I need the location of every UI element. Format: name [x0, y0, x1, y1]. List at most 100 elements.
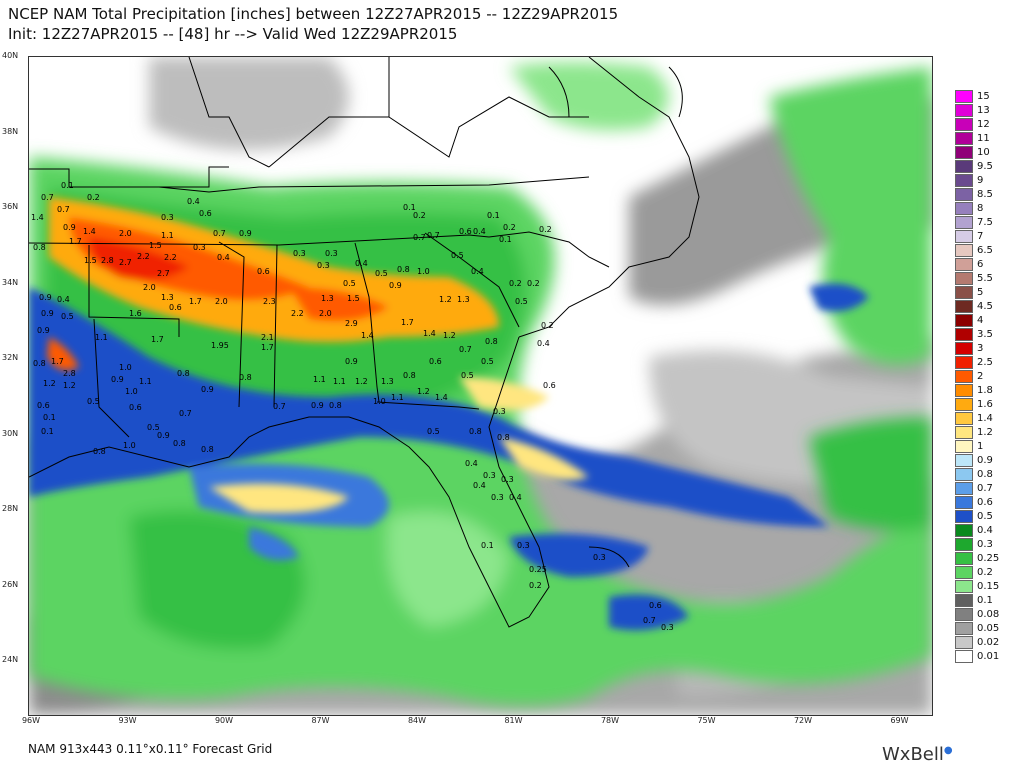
precip-value: 1.3 — [321, 294, 334, 303]
precip-value: 0.7 — [643, 616, 656, 625]
precipitation-map[interactable]: 0.7 1.4 0.8 0.7 0.9 1.7 1.4 2.0 1.5 1.1 1.5 2.8 2.7 2… — [28, 56, 933, 716]
precip-value: 1.7 — [261, 343, 274, 352]
precip-value: 0.1 — [403, 203, 416, 212]
precip-value: 0.5 — [375, 269, 388, 278]
legend-swatch — [955, 230, 973, 243]
precip-value: 1.5 — [149, 241, 162, 250]
legend-swatch — [955, 370, 973, 383]
precip-value: 0.3 — [517, 541, 530, 550]
legend-swatch — [955, 146, 973, 159]
precip-value: 0.3 — [293, 249, 306, 258]
precip-value: 1.5 — [347, 294, 360, 303]
legend-label: 1.4 — [977, 413, 993, 424]
precip-value: 0.7 — [41, 193, 54, 202]
precip-value: 0.2 — [87, 193, 100, 202]
legend-swatch — [955, 510, 973, 523]
lat-label: 26N — [2, 579, 19, 589]
precip-value: 0.1 — [61, 181, 74, 190]
precip-value: 0.7 — [179, 409, 192, 418]
precip-value: 0.5 — [451, 251, 464, 260]
precip-value: 1.4 — [423, 329, 436, 338]
legend-label: 0.7 — [977, 483, 993, 494]
precip-value: 0.6 — [429, 357, 442, 366]
precip-value: 0.3 — [317, 261, 330, 270]
grid-info: NAM 913x443 0.11°x0.11° Forecast Grid — [28, 742, 273, 756]
precip-value: 1.5 — [84, 256, 97, 265]
lon-label: 81W — [504, 716, 523, 725]
legend-swatch — [955, 90, 973, 103]
wxbell-logo-dot-icon: ● — [943, 745, 953, 756]
precip-value: 2.2 — [164, 253, 177, 262]
legend-label: 5.5 — [977, 273, 993, 284]
legend-swatch — [955, 398, 973, 411]
precip-value: 1.0 — [417, 267, 430, 276]
precip-value: 2.0 — [319, 309, 332, 318]
legend-swatch — [955, 202, 973, 215]
precip-value: 1.2 — [63, 381, 76, 390]
precip-value: 0.3 — [161, 213, 174, 222]
precip-value: 1.0 — [123, 441, 136, 450]
precip-value: 0.4 — [465, 459, 478, 468]
precip-value: 0.5 — [87, 397, 100, 406]
precip-value: 0.9 — [311, 401, 324, 410]
lon-label: 90W — [214, 716, 234, 725]
precip-value: 2.7 — [119, 258, 132, 267]
precip-value: 0.6 — [199, 209, 212, 218]
legend-label: 4.5 — [977, 301, 993, 312]
lat-label: 24N — [2, 655, 19, 664]
map-title-block: NCEP NAM Total Precipitation [inches] be… — [8, 4, 618, 44]
legend-label: 2.5 — [977, 357, 993, 368]
precip-value: 1.0 — [373, 397, 386, 406]
precip-value: 0.8 — [201, 445, 214, 454]
legend-label: 1 — [977, 441, 984, 452]
precip-value: 0.9 — [201, 385, 214, 394]
precip-value: 0.4 — [537, 339, 550, 348]
legend-swatch — [955, 258, 973, 271]
legend-swatch — [955, 104, 973, 117]
precip-value: 1.7 — [401, 318, 414, 327]
legend-label: 15 — [977, 91, 990, 102]
state-borders — [29, 57, 700, 628]
legend-label: 0.01 — [977, 651, 1000, 662]
legend-swatch — [955, 524, 973, 537]
precip-value: 1.1 — [161, 231, 174, 240]
legend-label: 3 — [977, 343, 984, 354]
legend-swatch — [955, 650, 973, 663]
legend-swatch — [955, 566, 973, 579]
legend-swatch — [955, 622, 973, 635]
precip-value: 0.8 — [177, 369, 190, 378]
precip-value: 0.9 — [345, 357, 358, 366]
precip-value: 0.6 — [649, 601, 662, 610]
legend-label: 1.2 — [977, 427, 993, 438]
lon-label: 78W — [600, 716, 620, 725]
precip-value: 0.9 — [239, 229, 252, 238]
precip-value: 0.7 — [57, 205, 70, 214]
legend-label: 2 — [977, 371, 984, 382]
legend-label: 0.8 — [977, 469, 993, 480]
precip-value: 1.0 — [125, 387, 138, 396]
precip-value: 0.1 — [487, 211, 500, 220]
map-subtitle: Init: 12Z27APR2015 -- [48] hr --> Valid … — [8, 25, 458, 43]
legend-swatch — [955, 272, 973, 285]
precip-value: 1.6 — [129, 309, 142, 318]
precip-value: 0.2 — [503, 223, 516, 232]
precip-value: 2.0 — [215, 297, 228, 306]
legend-label: 3.5 — [977, 329, 993, 340]
precip-value: 0.9 — [111, 375, 124, 384]
precip-value: 1.1 — [95, 333, 108, 342]
legend-swatch — [955, 216, 973, 229]
lat-label: 38N — [2, 126, 19, 136]
legend-swatch — [955, 384, 973, 397]
precip-value: 0.1 — [43, 413, 56, 422]
lon-label: 84W — [407, 716, 427, 725]
precip-value: 0.3 — [193, 243, 206, 252]
precip-value: 0.5 — [427, 427, 440, 436]
precip-value: 0.8 — [485, 337, 498, 346]
precip-value: 0.3 — [593, 553, 606, 562]
precip-value: 1.4 — [31, 213, 44, 222]
precip-value: 0.2 — [527, 279, 540, 288]
legend-swatch — [955, 244, 973, 257]
legend-swatch — [955, 286, 973, 299]
heavy-precip-band — [47, 197, 589, 513]
precip-value: 0.6 — [543, 381, 556, 390]
